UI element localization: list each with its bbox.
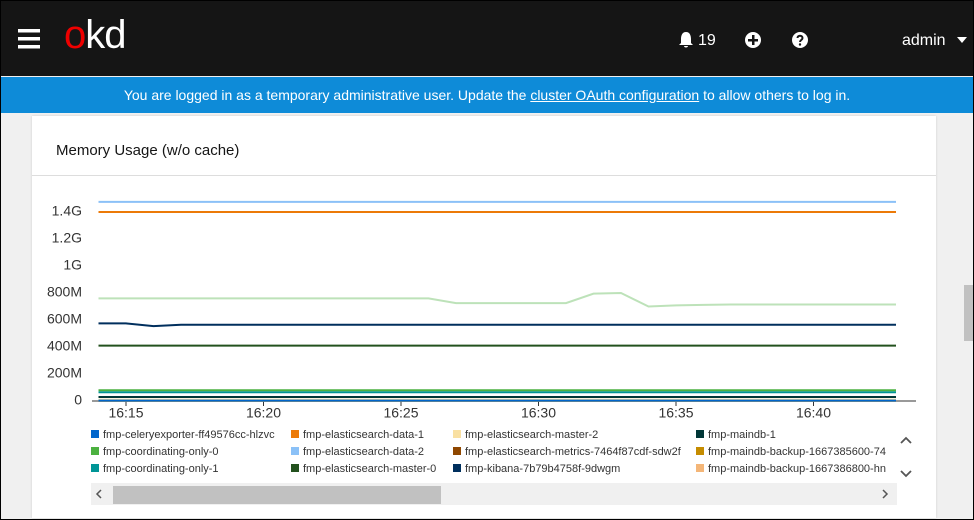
legend-item[interactable]: fmp-elasticsearch-master-2 (453, 429, 598, 441)
scroll-thumb[interactable] (113, 486, 441, 504)
legend-item[interactable]: fmp-coordinating-only-0 (91, 446, 219, 458)
caret[interactable] (956, 36, 968, 44)
v-scrollbar[interactable] (962, 113, 973, 519)
banner: You are logged in as a temporary adminis… (1, 77, 973, 113)
legend-swatch (91, 464, 99, 472)
legend-label: fmp-coordinating-only-1 (103, 463, 219, 475)
menu-button[interactable] (17, 28, 43, 50)
banner-link[interactable]: cluster OAuth configuration (530, 87, 700, 103)
x-tick-label: 16:40 (796, 405, 831, 421)
legend-label: fmp-elasticsearch-master-2 (465, 429, 599, 441)
series-line (98, 291, 896, 308)
x-tick-label: 16:25 (383, 405, 418, 421)
y-tick-label: 800M (47, 284, 82, 300)
legend-item[interactable]: fmp-coordinating-only-1 (91, 463, 219, 475)
x-tick-label: 16:35 (658, 405, 693, 421)
bell-icon[interactable] (677, 31, 695, 49)
legend-label: fmp-elasticsearch-metrics-7464f87cdf-sdw… (465, 446, 681, 458)
legend-swatch (291, 447, 299, 455)
y-tick-label: 0 (74, 392, 82, 408)
legend-swatch (91, 430, 99, 438)
legend-swatch (696, 430, 704, 438)
x-tick-label: 16:15 (108, 405, 143, 421)
y-tick-label: 1G (63, 257, 82, 273)
legend-pager[interactable] (898, 432, 914, 482)
legend-swatch (291, 464, 299, 472)
help-icon[interactable] (791, 31, 809, 49)
banner-text: to allow others to log in. (703, 87, 851, 103)
banner-text: You are logged in as a temporary adminis… (123, 87, 527, 103)
y-tick-label: 1.4G (52, 203, 82, 219)
legend-label: fmp-elasticsearch-data-2 (303, 446, 425, 458)
y-tick-label: 600M (47, 311, 82, 327)
user-menu[interactable]: admin (902, 32, 946, 49)
legend-item[interactable]: fmp-kibana-7b79b4758f-9dwgm (453, 463, 620, 475)
legend-label: fmp-coordinating-only-0 (103, 446, 219, 458)
legend-item[interactable]: fmp-elasticsearch-master-0 (291, 463, 436, 475)
h-scrollbar[interactable] (91, 483, 897, 505)
logo[interactable]: okd (64, 13, 126, 57)
legend-label: fmp-maindb-backup-1667385600-74 (708, 446, 886, 458)
legend-swatch (453, 447, 461, 455)
add-icon[interactable] (744, 31, 762, 49)
legend-label: fmp-celeryexporter-ff49576cc-hlzvc (103, 429, 275, 441)
card-title: Memory Usage (w/o cache) (56, 142, 240, 159)
top-nav: okd 19 admin (1, 1, 973, 76)
divider (32, 175, 936, 176)
x-tick-label: 16:20 (246, 405, 281, 421)
notification-count[interactable]: 19 (698, 32, 716, 49)
scroll-thumb[interactable] (964, 285, 973, 341)
legend-item[interactable]: fmp-maindb-1 (696, 429, 776, 441)
legend-swatch (696, 447, 704, 455)
y-tick-label: 400M (47, 338, 82, 354)
legend-swatch (453, 430, 461, 438)
legend-item[interactable]: fmp-elasticsearch-data-2 (291, 446, 424, 458)
chart: 0 200M 400M 600M 800M 1G 1.2G 1.4G 16:15 16:20 16:… (47, 200, 916, 421)
legend-item[interactable]: fmp-maindb-backup-1667385600-74 (696, 446, 886, 458)
legend-item[interactable]: fmp-celeryexporter-ff49576cc-hlzvc (91, 429, 275, 441)
legend-swatch (91, 447, 99, 455)
legend-item[interactable]: fmp-maindb-backup-1667386800-hn (696, 463, 886, 475)
y-tick-label: 1.2G (52, 230, 82, 246)
legend-swatch (453, 464, 461, 472)
x-tick-label: 16:30 (521, 405, 556, 421)
legend-label: fmp-maindb-backup-1667386800-hn (708, 463, 886, 475)
legend-swatch (696, 464, 704, 472)
legend-swatch (291, 430, 299, 438)
legend-label: fmp-elasticsearch-master-0 (303, 463, 437, 475)
legend-item[interactable]: fmp-elasticsearch-metrics-7464f87cdf-sdw… (453, 446, 681, 458)
legend-label: fmp-kibana-7b79b4758f-9dwgm (465, 463, 621, 475)
scroll-arrows (95, 489, 889, 499)
y-tick-label: 200M (47, 365, 82, 381)
chart-card: Memory Usage (w/o cache) 0 200M 400M 600M 80… (32, 116, 936, 518)
legend-label: fmp-elasticsearch-data-1 (303, 429, 425, 441)
series-line (98, 322, 896, 328)
legend-label: fmp-maindb-1 (708, 429, 776, 441)
legend-item[interactable]: fmp-elasticsearch-data-1 (291, 429, 424, 441)
